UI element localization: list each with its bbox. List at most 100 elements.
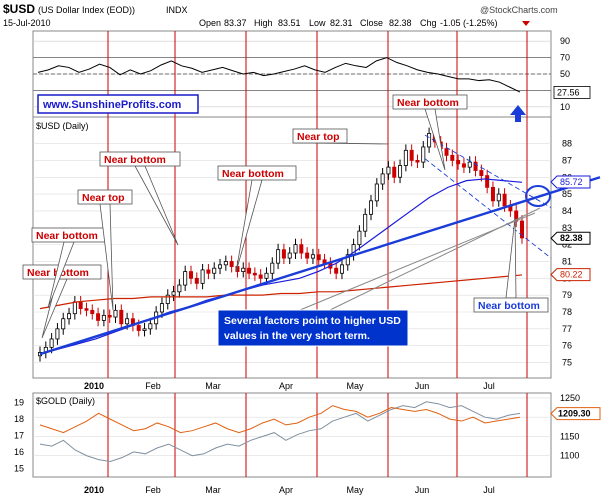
gold-series-line [39, 405, 521, 434]
callout-box [77, 189, 133, 205]
price-candle-body [229, 261, 234, 267]
gold-panel-frame [32, 392, 552, 478]
price-candle-body [479, 170, 484, 176]
low-label: Low [309, 18, 326, 28]
price-candle-body [165, 294, 170, 304]
price-candle-body [188, 271, 193, 279]
price-candle-body [444, 148, 449, 156]
price-y-tick-label: 84 [562, 206, 572, 216]
note-box [217, 309, 409, 347]
price-candle-body [496, 193, 501, 202]
price-candle-body [334, 267, 339, 274]
price-x-tick-label: Mar [205, 381, 221, 391]
gold-left-tick-label: 15 [14, 463, 24, 473]
date-label: 15-Jul-2010 [3, 18, 51, 28]
close-label: Close [360, 18, 383, 28]
price-candle-body [194, 277, 199, 284]
price-candle-body [357, 230, 362, 246]
watermark: @StockCharts.com [480, 5, 558, 15]
channel-upper-line [424, 134, 552, 208]
symbol-label: $USD [3, 2, 35, 16]
price-candle-body [339, 264, 344, 274]
high-label: High [254, 18, 273, 28]
price-y-tick-label: 85 [562, 189, 572, 199]
price-y-tick-label: 87 [562, 155, 572, 165]
price-candle-body [490, 186, 495, 202]
chg-label: Chg [420, 18, 437, 28]
gold-y-tick-label: 1150 [560, 431, 579, 441]
price-candle-body [520, 220, 525, 239]
price-panel-title: $USD (Daily) [36, 121, 89, 131]
price-candle-body [200, 269, 205, 284]
price-candle-body [264, 272, 269, 279]
high-value: 83.51 [278, 18, 301, 28]
rsi-current-box [553, 86, 591, 99]
rsi-line [37, 57, 521, 93]
price-y-tick-label: 78 [562, 307, 572, 317]
ma-blue-value-label: 85.72 [560, 177, 583, 187]
down-triangle-icon [522, 21, 530, 26]
open-label: Open [199, 18, 221, 28]
price-candle-body [276, 249, 281, 264]
price-candle-body [461, 163, 466, 168]
gold-y-tick-label: 1100 [560, 451, 579, 461]
price-y-tick-label: 79 [562, 290, 572, 300]
callout-box [99, 151, 181, 167]
price-candle-body [345, 254, 350, 266]
price-candle-body [78, 301, 83, 310]
price-candle-body [241, 267, 246, 272]
price-candle-body [67, 313, 72, 320]
price-candle-body [398, 165, 403, 178]
callout-ntop1-label: Near top [82, 192, 125, 204]
price-candle-body [485, 175, 490, 188]
gold-series-line [39, 401, 521, 463]
price-y-tick-label: 88 [562, 139, 572, 149]
price-candle-body [467, 161, 472, 168]
callout-nb4-label: Near bottom [222, 168, 284, 180]
site-label: www.SunshineProfits.com [42, 99, 182, 111]
callout-ntop2-label: Near top [297, 131, 340, 143]
note-pointer-line [329, 207, 541, 311]
price-x-tick-label: Jul [483, 381, 495, 391]
price-candle-body [293, 244, 298, 254]
price-candle-body [96, 313, 101, 321]
price-candle-body [49, 338, 54, 348]
ma-red-value-label-box [550, 268, 591, 282]
price-candle-body [223, 261, 228, 266]
price-candle-body [281, 249, 286, 259]
index-name: (US Dollar Index (EOD)) [38, 5, 135, 15]
price-candle-body [142, 328, 147, 331]
trendline [39, 176, 601, 356]
price-candle-body [183, 271, 188, 286]
ma-red-value-label: 80.22 [560, 270, 583, 280]
price-candle-body [101, 314, 106, 321]
price-candle-body [218, 264, 223, 269]
site-box [37, 94, 199, 114]
price-candle-body [502, 193, 507, 207]
price-y-tick-label: 83 [562, 223, 572, 233]
price-candle-body [107, 314, 112, 318]
chg-value: -1.05 (-1.25%) [440, 18, 498, 28]
gold-x-tick-label: Jul [483, 485, 495, 495]
price-candle-body [84, 308, 89, 311]
price-candle-body [159, 303, 164, 313]
price-candle-body [55, 328, 60, 340]
rsi-layer: 27.56 [37, 57, 591, 99]
price-candle-body [247, 267, 252, 274]
gold-layer: 1209.30 [39, 401, 601, 463]
price-x-tick-label: Feb [145, 381, 161, 391]
open-value: 83.37 [224, 18, 247, 28]
price-candle-body [252, 272, 257, 276]
breakout-circle [525, 185, 551, 207]
price-candle-body [305, 252, 310, 259]
exchange-label: INDX [166, 5, 188, 15]
rsi-y-tick-label: 50 [560, 69, 570, 79]
price-candle-body [369, 200, 374, 215]
ma-red-line [39, 274, 523, 310]
price-candle-body [136, 325, 141, 331]
callout-box [217, 165, 297, 181]
gold-x-tick-label: Jun [415, 485, 430, 495]
price-y-tick-label: 76 [562, 341, 572, 351]
gold-x-tick-label: May [346, 485, 364, 495]
